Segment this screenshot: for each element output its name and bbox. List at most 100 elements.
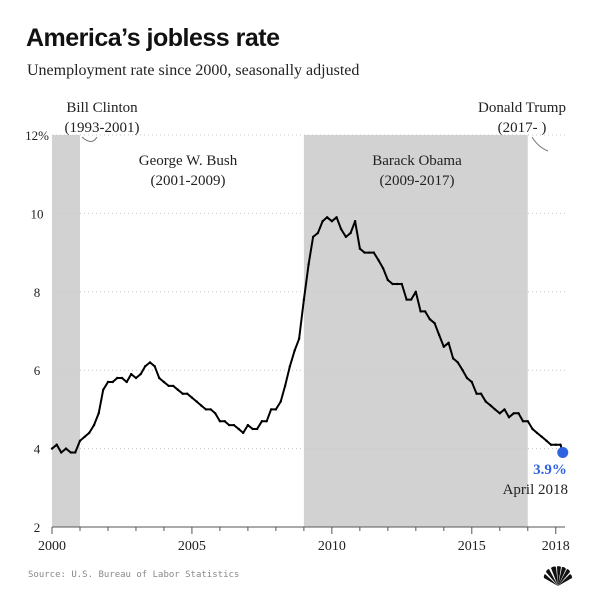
series-group	[50, 216, 564, 454]
data-point	[531, 427, 534, 431]
latest-point-marker	[557, 447, 569, 459]
data-point	[293, 349, 296, 352]
data-point	[470, 380, 473, 384]
data-point	[493, 408, 497, 411]
data-point	[442, 345, 445, 348]
data-point	[120, 376, 124, 380]
data-point	[106, 380, 110, 384]
y-tick-label: 2	[34, 520, 41, 535]
latest-value-label: 3.9%	[533, 462, 567, 478]
data-point	[423, 310, 427, 313]
data-point	[204, 408, 208, 411]
data-point	[186, 392, 189, 395]
data-point	[218, 420, 222, 423]
data-point	[242, 431, 245, 435]
data-point	[461, 369, 464, 372]
data-point	[167, 384, 170, 388]
data-point	[279, 400, 282, 403]
chart-title: America’s jobless rate	[26, 24, 280, 52]
data-point	[367, 251, 371, 254]
data-point	[447, 341, 450, 344]
data-point	[288, 365, 292, 368]
data-point	[503, 408, 506, 411]
data-point	[535, 431, 539, 435]
data-point	[311, 235, 315, 239]
data-point	[260, 420, 264, 423]
data-point	[265, 420, 268, 423]
nbc-peacock-icon	[543, 566, 573, 586]
data-point	[162, 380, 166, 384]
data-point	[339, 227, 343, 231]
presidency-shading	[52, 135, 528, 527]
data-point	[190, 396, 194, 399]
data-point	[545, 439, 548, 442]
x-tick-label: 2005	[178, 539, 206, 554]
data-point	[153, 365, 156, 368]
presidency-years: (1993-2001)	[65, 120, 140, 136]
data-point	[475, 392, 478, 395]
data-point	[349, 231, 352, 235]
presidency-name: Donald Trump	[478, 100, 566, 116]
data-point	[302, 298, 306, 301]
data-point	[479, 392, 483, 395]
data-point	[214, 412, 217, 415]
data-point	[88, 431, 91, 435]
data-point	[83, 435, 86, 438]
data-point	[148, 361, 152, 364]
data-point	[251, 427, 254, 431]
data-point	[181, 392, 184, 395]
data-point	[489, 404, 492, 407]
data-point	[158, 376, 161, 380]
data-point	[60, 451, 63, 454]
data-point	[223, 420, 226, 423]
y-tick-label: 10	[31, 206, 44, 221]
data-point	[381, 267, 385, 270]
data-point	[400, 282, 403, 286]
data-point	[195, 400, 198, 403]
data-point	[97, 412, 100, 415]
data-point	[125, 380, 128, 384]
x-tick-label: 2010	[318, 539, 346, 554]
data-point	[130, 372, 133, 376]
data-point	[92, 423, 96, 427]
chart-subtitle: Unemployment rate since 2000, seasonally…	[27, 62, 360, 79]
presidency-name: Barack Obama	[372, 153, 462, 169]
data-point	[437, 333, 441, 337]
data-point	[465, 376, 469, 380]
data-point	[74, 451, 77, 454]
data-point	[428, 318, 431, 321]
data-point	[102, 388, 105, 391]
data-point	[297, 337, 301, 340]
data-point	[232, 423, 236, 427]
data-point	[395, 282, 399, 286]
data-point	[116, 376, 119, 380]
x-tick-label: 2000	[38, 539, 66, 554]
data-point	[139, 372, 142, 376]
data-point	[69, 451, 73, 454]
data-point	[451, 357, 455, 360]
data-point	[64, 447, 68, 450]
data-point	[353, 220, 357, 223]
data-point	[512, 412, 515, 415]
shade-band-0	[52, 135, 80, 527]
y-tick-label: 8	[34, 285, 41, 300]
data-point	[200, 404, 203, 407]
data-point	[246, 423, 250, 427]
y-tick-label: 12%	[25, 128, 49, 143]
trump-leader-line	[531, 136, 549, 152]
data-point	[414, 290, 417, 293]
presidency-labels: Bill Clinton (1993-2001) George W. Bush (20…	[65, 100, 566, 189]
data-point	[405, 298, 408, 301]
data-point	[283, 384, 287, 388]
data-point	[456, 361, 459, 364]
data-point	[255, 427, 259, 431]
x-axis: 2000 2005 2010 2015 2018	[38, 526, 570, 554]
data-point	[274, 408, 278, 411]
y-tick-label: 6	[34, 363, 41, 378]
data-point	[554, 443, 557, 446]
data-point	[209, 408, 212, 411]
data-point	[363, 251, 366, 254]
data-point	[372, 251, 375, 254]
presidency-years: (2017- )	[498, 120, 547, 136]
data-point	[78, 439, 82, 442]
